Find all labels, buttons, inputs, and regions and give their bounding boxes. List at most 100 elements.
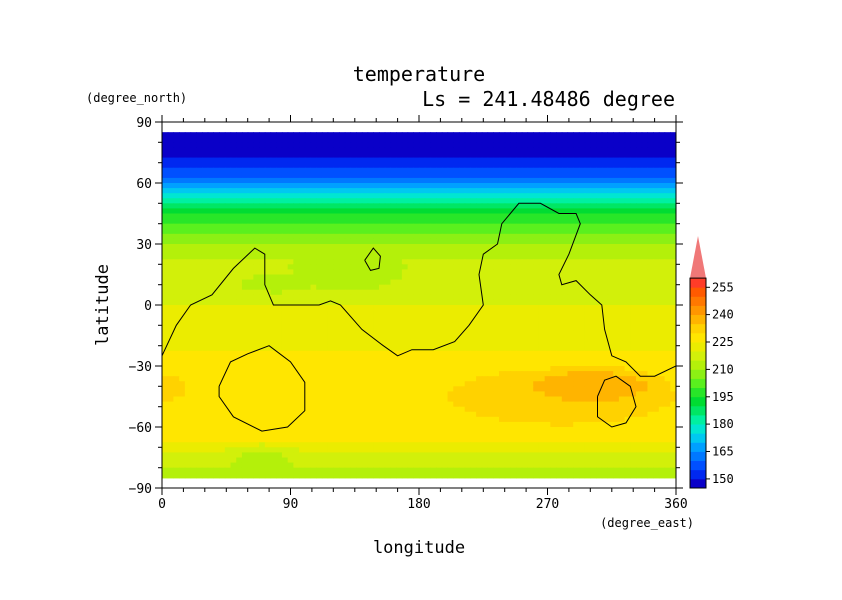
field-cell bbox=[476, 213, 483, 220]
field-cell bbox=[647, 233, 654, 240]
field-cell bbox=[407, 391, 414, 398]
field-cell bbox=[407, 325, 414, 332]
field-cell bbox=[373, 208, 380, 215]
field-cell bbox=[304, 203, 312, 210]
field-cell bbox=[453, 401, 460, 408]
field-cell bbox=[430, 294, 437, 301]
field-cell bbox=[241, 315, 249, 321]
field-cell bbox=[373, 274, 380, 281]
field-cell bbox=[196, 233, 203, 240]
field-cell bbox=[350, 401, 357, 408]
field-cell bbox=[458, 325, 466, 332]
field-cell bbox=[264, 203, 272, 210]
field-cell bbox=[527, 386, 534, 393]
field-cell bbox=[419, 360, 426, 367]
field-cell bbox=[424, 132, 432, 138]
field-cell bbox=[556, 391, 563, 398]
field-cell bbox=[493, 238, 500, 245]
field-cell bbox=[504, 249, 511, 255]
field-cell bbox=[498, 325, 506, 332]
field-cell bbox=[407, 289, 414, 296]
field-cell bbox=[264, 238, 272, 245]
field-cell bbox=[596, 279, 603, 286]
field-cell bbox=[561, 279, 569, 286]
field-cell bbox=[287, 376, 294, 382]
field-cell bbox=[550, 310, 557, 316]
field-cell bbox=[339, 289, 346, 296]
field-cell bbox=[179, 335, 186, 342]
field-cell bbox=[179, 152, 186, 159]
field-cell bbox=[476, 289, 483, 296]
field-cell bbox=[407, 132, 414, 138]
field-cell bbox=[304, 381, 312, 387]
field-cell bbox=[390, 157, 397, 164]
field-cell bbox=[179, 330, 186, 337]
field-cell bbox=[544, 299, 551, 306]
field-cell bbox=[287, 147, 294, 154]
field-cell bbox=[464, 233, 471, 240]
field-cell bbox=[207, 198, 214, 204]
field-cell bbox=[253, 208, 260, 215]
field-cell bbox=[493, 172, 500, 179]
field-cell bbox=[333, 406, 340, 413]
field-cell bbox=[276, 315, 283, 321]
field-cell bbox=[241, 203, 249, 210]
field-cell bbox=[413, 213, 420, 220]
field-cell bbox=[413, 264, 420, 271]
field-cell bbox=[464, 152, 471, 159]
field-cell bbox=[184, 259, 192, 265]
field-cell bbox=[436, 376, 443, 382]
field-cell bbox=[504, 360, 511, 367]
field-cell bbox=[550, 350, 557, 357]
field-cell bbox=[578, 386, 586, 393]
field-cell bbox=[184, 330, 192, 337]
field-cell bbox=[601, 228, 609, 235]
field-cell bbox=[264, 406, 272, 413]
field-cell bbox=[607, 305, 614, 311]
field-cell bbox=[321, 310, 329, 316]
field-cell bbox=[224, 213, 232, 220]
field-cell bbox=[430, 289, 437, 296]
field-cell bbox=[573, 137, 580, 143]
field-cell bbox=[516, 132, 523, 138]
field-cell bbox=[241, 355, 249, 362]
field-cell bbox=[624, 289, 631, 296]
field-cell bbox=[350, 157, 357, 164]
field-cell bbox=[184, 213, 192, 220]
field-cell bbox=[567, 264, 574, 271]
field-cell bbox=[361, 330, 369, 337]
field-cell bbox=[664, 132, 671, 138]
field-cell bbox=[344, 218, 352, 225]
field-cell bbox=[578, 249, 586, 255]
field-cell bbox=[607, 391, 614, 398]
field-cell bbox=[556, 310, 563, 316]
field-cell bbox=[367, 274, 374, 281]
field-cell bbox=[567, 142, 574, 149]
field-cell bbox=[670, 254, 676, 260]
field-cell bbox=[401, 411, 409, 418]
field-cell bbox=[299, 198, 306, 204]
field-cell bbox=[396, 411, 403, 418]
field-cell bbox=[556, 315, 563, 321]
field-cell bbox=[653, 183, 660, 189]
field-cell bbox=[533, 157, 540, 164]
field-cell bbox=[578, 360, 586, 367]
field-cell bbox=[607, 183, 614, 189]
field-cell bbox=[481, 366, 489, 372]
field-cell bbox=[447, 345, 454, 352]
field-cell bbox=[293, 279, 300, 286]
field-cell bbox=[584, 132, 591, 138]
field-cell bbox=[207, 152, 214, 159]
field-cell bbox=[538, 294, 546, 301]
field-cell bbox=[493, 381, 500, 387]
field-cell bbox=[264, 218, 272, 225]
field-cell bbox=[259, 137, 266, 143]
field-cell bbox=[293, 142, 300, 149]
field-cell bbox=[658, 406, 666, 413]
field-cell bbox=[504, 218, 511, 225]
field-cell bbox=[481, 259, 489, 265]
field-cell bbox=[453, 279, 460, 286]
field-cell bbox=[670, 350, 676, 357]
field-cell bbox=[470, 132, 477, 138]
field-cell bbox=[493, 162, 500, 169]
